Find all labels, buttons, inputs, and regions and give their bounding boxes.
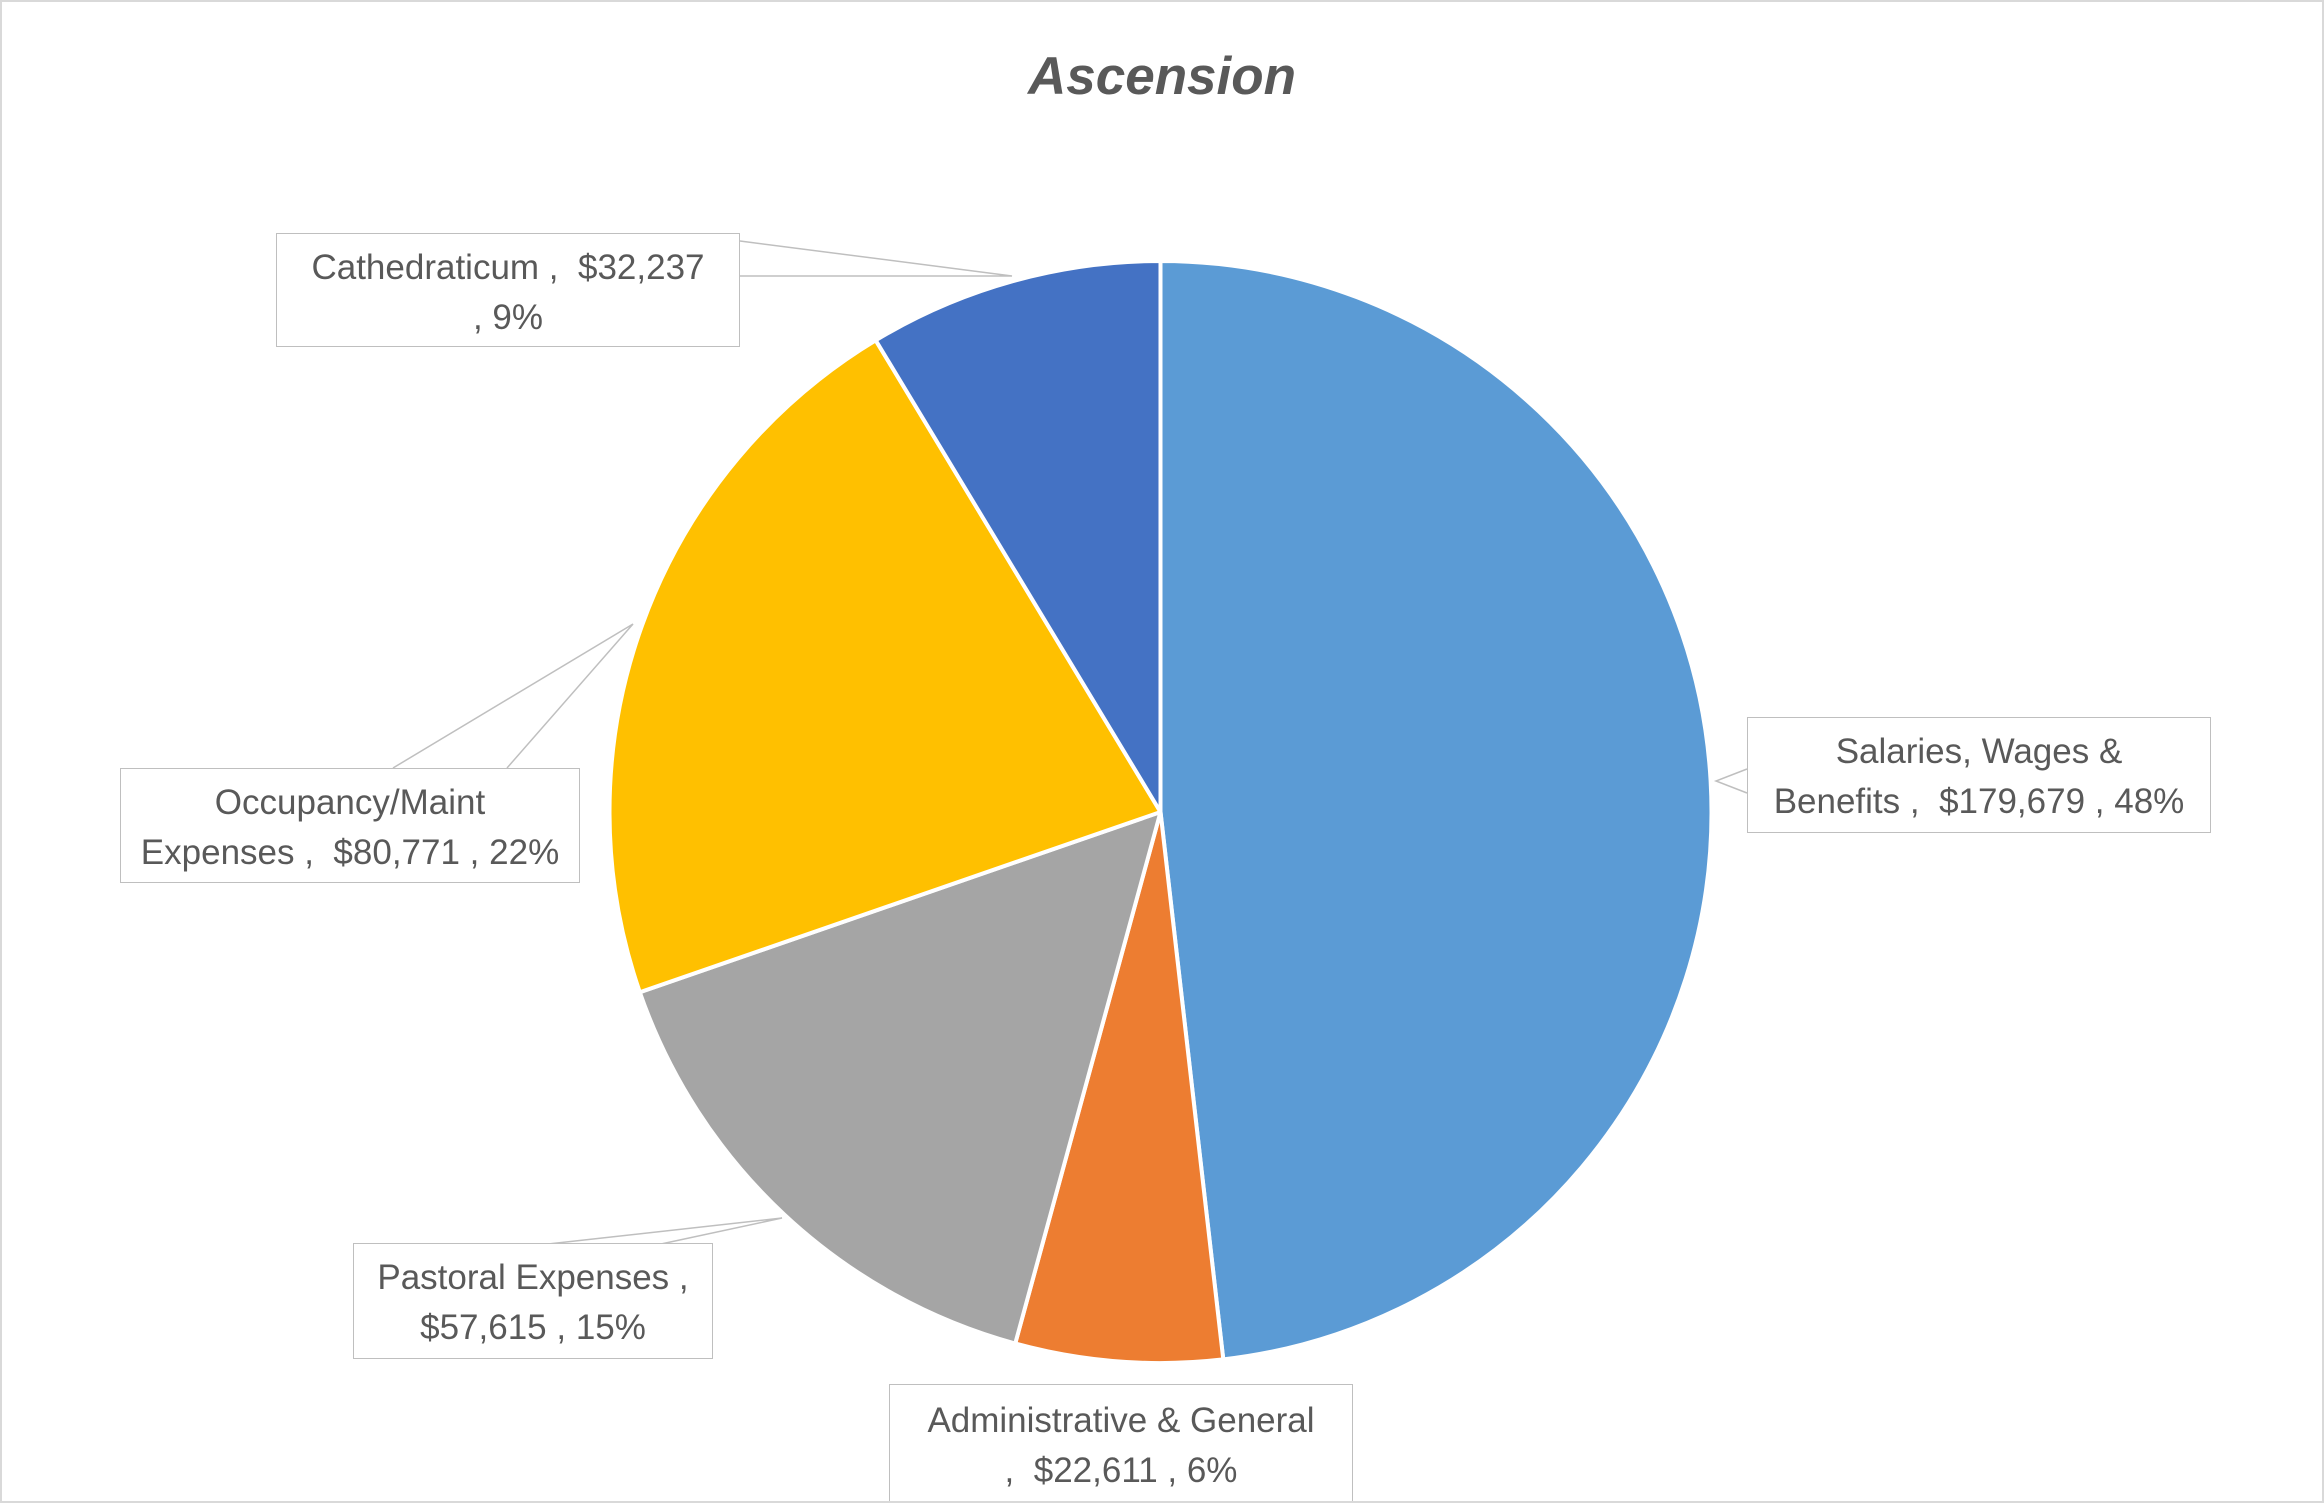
data-label-value: $179,679 [1939,782,2086,821]
data-label-category: Salaries, Wages & Benefits [1773,732,2133,821]
pie-slice-pastoral-expenses [637,810,1163,1346]
leader-line-pastoral [547,1217,783,1245]
pie-slice-salaries-wages-benefits [1158,259,1714,1362]
data-label-percent: 6% [1186,1451,1238,1490]
leader-lines [392,240,1748,1245]
data-label-value: $32,237 [577,248,705,287]
data-label-separator: , [1004,1401,1325,1490]
data-label-percent: 9% [492,298,544,337]
data-label-percent: 48% [2114,782,2185,821]
data-label-cathedraticum: Cathedraticum , $32,237 , 9% [276,233,740,347]
data-label-text: Administrative & General , $22,611 , 6% [923,1396,1319,1496]
pie-slice-cathedraticum [873,259,1163,814]
data-label-value: $22,611 [1033,1451,1158,1490]
data-label-occupancy: Occupancy/Maint Expenses , $80,771 , 22% [120,768,580,883]
data-label-text: Occupancy/Maint Expenses , $80,771 , 22% [137,778,563,878]
data-label-pastoral: Pastoral Expenses , $57,615 , 15% [353,1243,713,1359]
data-label-category: Cathedraticum [311,248,540,287]
pie-slices [607,259,1714,1365]
data-label-text: Cathedraticum , $32,237 , 9% [307,243,709,343]
data-label-separator: , [669,1258,709,1297]
chart-title: Ascension [1027,47,1297,106]
data-label-salaries: Salaries, Wages & Benefits , $179,679 , … [1747,717,2211,833]
pie-slice-occupancy-maint-expenses [607,338,1163,995]
data-label-percent: 22% [489,833,560,872]
data-label-separator: , [539,248,578,287]
data-label-text: Pastoral Expenses , $57,615 , 15% [368,1253,698,1353]
pie-slice-administrative-general [1013,810,1226,1365]
data-label-value: $57,615 [420,1308,547,1347]
data-label-separator: , [472,248,715,337]
data-label-separator: , [459,833,490,872]
data-label-separator: , [1157,1451,1187,1490]
data-label-value: $80,771 [333,833,460,872]
leader-line-cathedraticum [739,240,1013,277]
data-label-separator: , [2085,782,2115,821]
data-label-category: Pastoral Expenses [377,1258,670,1297]
data-label-separator: , [1900,782,1940,821]
leader-line-salaries [1713,768,1748,794]
leader-line-occupancy [392,623,634,769]
data-label-separator: , [294,833,334,872]
data-label-percent: 15% [575,1308,646,1347]
data-label-category: Occupancy/Maint Expenses [140,783,495,872]
data-label-category: Administrative & General [927,1401,1315,1440]
data-label-separator: , [546,1308,576,1347]
data-label-administrative: Administrative & General , $22,611 , 6% [889,1384,1353,1503]
data-label-text: Salaries, Wages & Benefits , $179,679 , … [1771,727,2188,827]
